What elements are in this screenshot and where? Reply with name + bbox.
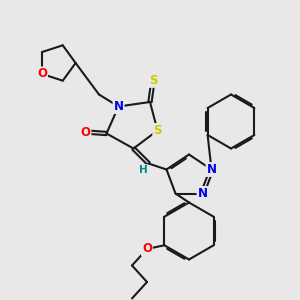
Text: N: N [197, 187, 208, 200]
Text: S: S [153, 124, 162, 137]
Text: O: O [37, 68, 47, 80]
Text: S: S [149, 74, 157, 87]
Text: H: H [139, 165, 148, 175]
Text: O: O [142, 242, 152, 256]
Text: N: N [113, 100, 124, 113]
Text: N: N [206, 163, 217, 176]
Text: O: O [80, 125, 91, 139]
